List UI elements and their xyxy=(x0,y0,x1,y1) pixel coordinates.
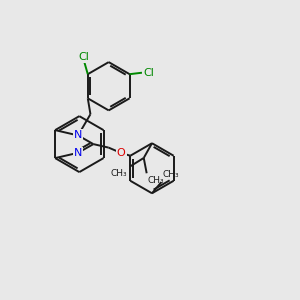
Text: O: O xyxy=(117,148,125,158)
Text: Cl: Cl xyxy=(143,68,154,78)
Text: N: N xyxy=(74,148,82,158)
Text: N: N xyxy=(74,130,82,140)
Text: CH₃: CH₃ xyxy=(148,176,164,184)
Text: Cl: Cl xyxy=(79,52,90,61)
Text: CH₃: CH₃ xyxy=(110,169,127,178)
Text: CH₃: CH₃ xyxy=(163,170,179,179)
